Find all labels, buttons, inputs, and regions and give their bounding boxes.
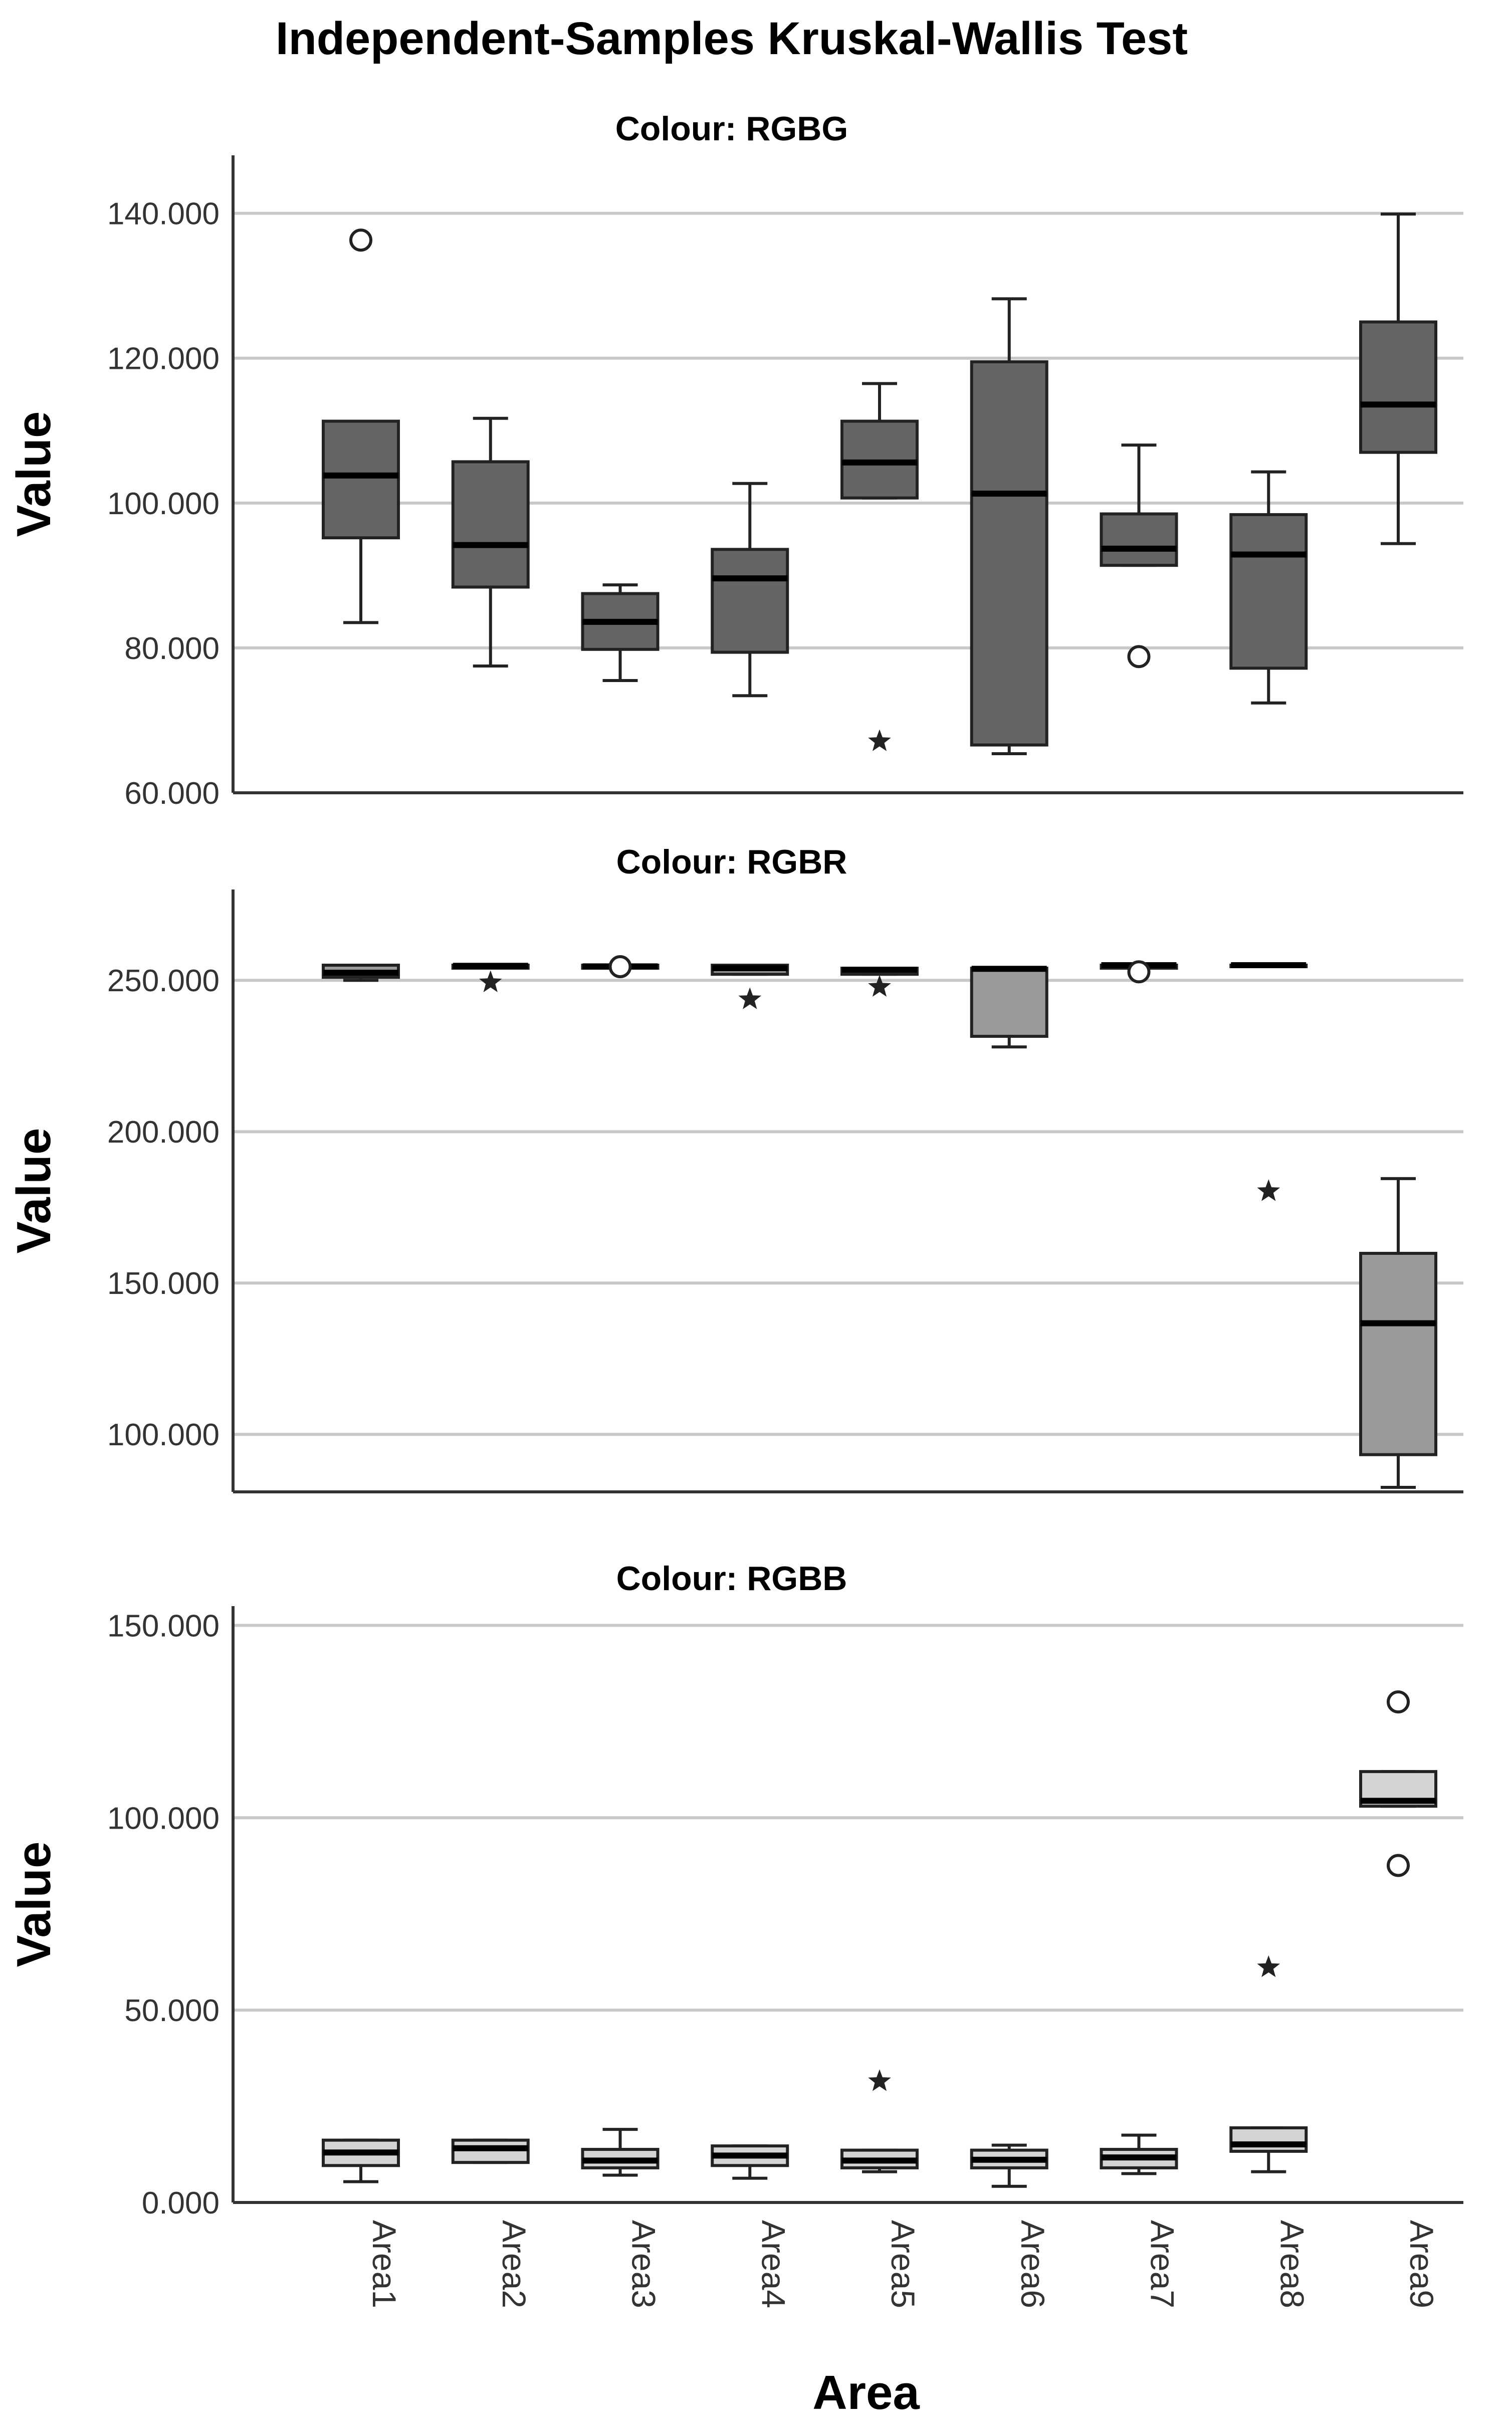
box-area3 <box>581 2128 660 2177</box>
box-area8 <box>1229 962 1308 969</box>
outlier-star <box>868 729 891 751</box>
box-body <box>970 967 1048 1038</box>
box-area9 <box>1359 212 1437 545</box>
x-tick-label: Area4 <box>755 2220 792 2308</box>
box-area6 <box>970 2143 1048 2188</box>
y-tick-label: 140.000 <box>107 197 220 232</box>
box-body <box>1229 513 1308 670</box>
box-body <box>1359 1252 1437 1456</box>
box-area9 <box>1359 1177 1437 1489</box>
y-tick-label: 100.000 <box>107 1801 220 1836</box>
box-body <box>970 360 1048 747</box>
x-tick-label: Area8 <box>1273 2220 1311 2308</box>
box-area1 <box>322 419 400 624</box>
box-area2 <box>451 963 530 970</box>
y-tick-label: 100.000 <box>107 487 220 521</box>
panel-title: Colour: RGBR <box>616 843 847 881</box>
panel-1: Colour: RGBG Value 60.000 80.000 100.000 120.… <box>7 110 1463 811</box>
box-area4 <box>711 964 789 976</box>
outlier-circle <box>349 229 372 252</box>
y-axis-title: Value <box>7 1128 61 1254</box>
y-tick-label: 120.000 <box>107 342 220 376</box>
box-area7 <box>1100 444 1178 567</box>
panel-2: Colour: RGBR Value 100.000 150.000 200.000 25… <box>7 843 1463 1493</box>
panels: Colour: RGBG Value 60.000 80.000 100.000 120.… <box>7 110 1463 2308</box>
outlier-circle <box>1127 645 1151 669</box>
box-area3 <box>581 583 660 682</box>
outlier-circle <box>1127 960 1151 984</box>
x-axis-title: Area <box>812 2366 920 2419</box>
x-tick-label: Area7 <box>1144 2220 1181 2308</box>
box-area8 <box>1229 2126 1308 2173</box>
panel-3: Colour: RGBB Value 0.000 50.000 100.000 150.0… <box>7 1560 1463 2221</box>
outlier-circle <box>1387 1854 1410 1877</box>
x-tick-label: Area1 <box>366 2220 403 2308</box>
box-area2 <box>451 416 530 668</box>
box-area5 <box>840 382 919 500</box>
box-area6 <box>970 966 1048 1049</box>
box-body <box>1229 2126 1308 2153</box>
x-tick-label: Area2 <box>496 2220 533 2308</box>
outlier-star <box>868 2069 891 2091</box>
x-tick-label: Area5 <box>885 2220 922 2308</box>
box-area1 <box>322 2138 400 2183</box>
box-area2 <box>451 2138 530 2164</box>
outlier-star <box>868 975 891 997</box>
outlier-star <box>738 987 762 1009</box>
box-body <box>322 419 400 540</box>
outlier-star <box>1257 1955 1280 1977</box>
panel-title: Colour: RGBB <box>616 1560 847 1598</box>
box-area7 <box>1100 2133 1178 2175</box>
outlier-circle <box>608 955 632 979</box>
outlier-circle <box>1387 1690 1410 1714</box>
box-body <box>1359 320 1437 454</box>
x-tick-labels: Area1 Area2 Area3 Area4 Area5 Area6 Area7 Area8… <box>366 2220 1440 2308</box>
chart-title: Independent-Samples Kruskal-Wallis Test <box>276 13 1188 64</box>
box-body <box>451 460 530 589</box>
box-area6 <box>970 297 1048 755</box>
box-area9 <box>1359 1770 1437 1808</box>
y-tick-label: 60.000 <box>124 776 220 811</box>
y-tick-label: 50.000 <box>124 1994 220 2028</box>
y-tick-label: 150.000 <box>107 1266 220 1301</box>
y-axis-title: Value <box>7 411 61 537</box>
x-tick-label: Area3 <box>625 2220 663 2308</box>
panel-title: Colour: RGBG <box>615 110 848 148</box>
box-body <box>1100 512 1178 567</box>
y-tick-label: 200.000 <box>107 1115 220 1150</box>
x-tick-label: Area9 <box>1403 2220 1440 2308</box>
box-area5 <box>840 2148 919 2173</box>
box-body <box>711 548 789 654</box>
y-tick-label: 0.000 <box>142 2186 220 2221</box>
box-area4 <box>711 2144 789 2180</box>
box-area5 <box>840 967 919 976</box>
outlier-star <box>479 970 502 992</box>
y-axis-title: Value <box>7 1842 61 1967</box>
box-area4 <box>711 482 789 698</box>
y-tick-label: 80.000 <box>124 631 220 666</box>
box-body <box>451 2138 530 2164</box>
x-tick-label: Area6 <box>1014 2220 1051 2308</box>
box-area8 <box>1229 470 1308 705</box>
outlier-star <box>1257 1179 1280 1201</box>
y-tick-label: 150.000 <box>107 1609 220 1643</box>
y-tick-label: 100.000 <box>107 1418 220 1452</box>
y-tick-label: 250.000 <box>107 964 220 998</box>
box-area1 <box>322 964 400 982</box>
